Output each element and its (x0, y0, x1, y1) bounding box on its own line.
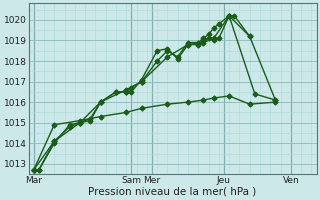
X-axis label: Pression niveau de la mer( hPa ): Pression niveau de la mer( hPa ) (88, 187, 257, 197)
